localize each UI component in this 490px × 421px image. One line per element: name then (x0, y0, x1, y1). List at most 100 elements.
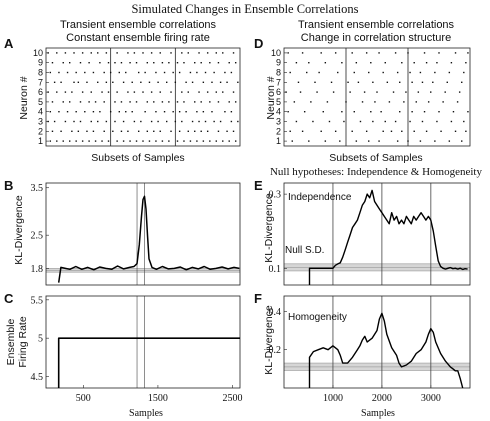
panel-f: F KL-Divergence 0.2 0.4 1000 2000 3000 Homog… (254, 291, 471, 419)
spike-mark (213, 71, 215, 74)
spike-mark (328, 120, 331, 123)
spike-mark (349, 91, 351, 93)
spike-mark (222, 140, 224, 142)
spike-mark (206, 91, 209, 93)
spike-mark (308, 140, 310, 142)
spike-mark (62, 62, 64, 64)
spike-mark (92, 111, 95, 113)
panel-b-frame (45, 182, 241, 286)
spike-mark (170, 52, 172, 54)
spike-mark (341, 111, 343, 113)
y-tick-label: 0.1 (269, 264, 282, 275)
spike-mark (219, 81, 222, 83)
spike-mark (394, 120, 397, 123)
spike-mark (234, 140, 237, 142)
y-tick-label: 2 (276, 126, 281, 136)
panel-a: A Transient ensemble correlations Consta… (4, 19, 241, 164)
spike-mark (142, 91, 144, 93)
spike-mark (51, 62, 54, 64)
y-tick-label: 4 (38, 107, 43, 117)
panel-c-xlabel: Samples (129, 408, 163, 419)
spike-mark (133, 91, 136, 93)
panel-letter-a: A (4, 36, 14, 51)
spike-mark (337, 71, 339, 74)
spike-mark (330, 81, 333, 83)
spike-mark (434, 71, 436, 74)
spike-mark (222, 91, 224, 93)
spike-mark (444, 91, 446, 93)
spike-mark (56, 52, 58, 54)
spike-mark (297, 81, 300, 83)
spike-mark (183, 101, 185, 103)
spike-mark (295, 62, 298, 64)
spike-mark (232, 52, 235, 54)
spike-mark (353, 71, 355, 74)
spike-mark (62, 101, 64, 103)
spike-mark (430, 91, 432, 93)
spike-mark (436, 62, 438, 64)
spike-mark (58, 71, 60, 74)
spike-mark (347, 81, 349, 83)
spike-mark (150, 52, 153, 54)
spike-mark (62, 140, 64, 142)
spike-mark (75, 111, 77, 113)
spike-mark (376, 91, 378, 93)
spike-mark (135, 101, 138, 103)
spike-mark (228, 140, 230, 142)
spike-mark (79, 120, 82, 123)
spike-mark (49, 111, 52, 113)
spike-mark (194, 101, 196, 103)
spike-mark (194, 62, 196, 64)
x-tick-label: 1000 (323, 393, 343, 404)
spike-mark (92, 71, 95, 74)
spike-mark (230, 111, 233, 113)
spike-mark (103, 130, 105, 132)
spike-mark (224, 71, 226, 74)
spike-mark (86, 130, 88, 132)
spike-mark (454, 52, 457, 54)
spike-mark (234, 62, 237, 64)
y-tick-label: 0.3 (269, 190, 282, 201)
spike-mark (137, 130, 140, 132)
y-tick-label: 3 (38, 117, 43, 127)
spike-mark (454, 130, 457, 132)
spike-mark (159, 91, 161, 93)
panel-f-ylabel: KL-Divergence (263, 305, 275, 375)
spike-mark (97, 81, 99, 83)
spike-mark (295, 120, 298, 123)
spike-mark (178, 71, 181, 74)
spike-mark (73, 120, 75, 123)
spike-mark (146, 62, 149, 64)
spike-mark (49, 71, 52, 74)
spike-mark (202, 111, 205, 113)
spike-mark (461, 81, 463, 83)
panel-letter-f: F (254, 291, 262, 306)
spike-mark (60, 130, 62, 132)
spike-mark (392, 91, 395, 93)
spike-mark (374, 101, 376, 103)
y-tick-label: 10 (271, 48, 281, 58)
spike-mark (90, 120, 92, 123)
spike-mark (409, 71, 411, 74)
spike-mark (198, 52, 200, 54)
panel-c: C 4.5 5 5.5 500 1500 2500 Ensemble Firing Rat… (4, 291, 243, 419)
spike-mark (343, 120, 345, 123)
spike-mark (66, 71, 69, 74)
spike-mark (403, 101, 405, 103)
panel-letter-b: B (4, 178, 13, 193)
panel-e-header: Null hypotheses: Independence & Homogene… (270, 166, 483, 178)
spike-mark (334, 130, 337, 132)
spike-mark (84, 71, 86, 74)
spike-mark (88, 101, 90, 103)
spike-mark (168, 140, 170, 142)
spike-mark (224, 111, 226, 113)
series-line (308, 312, 464, 389)
spike-mark (94, 140, 97, 142)
spike-mark (384, 62, 386, 64)
spike-mark (105, 52, 108, 54)
spike-mark (198, 120, 200, 123)
spike-mark (419, 140, 422, 142)
spike-mark (166, 120, 168, 123)
spike-mark (185, 111, 187, 113)
